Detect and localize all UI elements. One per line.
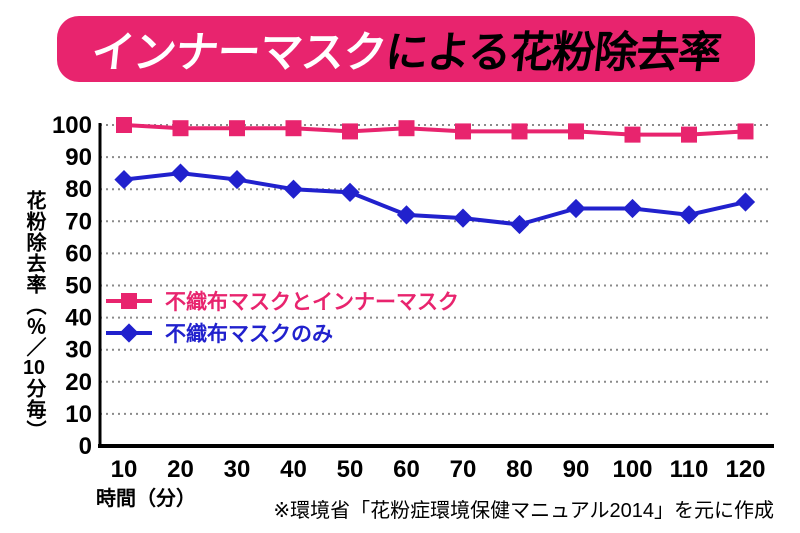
x-axis-title: 時間（分）: [96, 488, 196, 510]
y-tick-label: 20: [65, 369, 92, 396]
data-point-0-20: [172, 120, 189, 137]
data-point-0-120: [737, 123, 754, 140]
data-point-1-80: [509, 214, 530, 235]
source-note: ※環境省「花粉症環境保健マニュアル2014」を元に作成: [273, 500, 774, 522]
y-axis-title-part3: 分毎）: [23, 378, 45, 441]
page-title-highlight: インナーマスク: [88, 29, 388, 77]
page-title-rest: による花粉除去率: [382, 29, 723, 77]
x-tick-label: 50: [337, 456, 364, 483]
x-tick-label: 100: [612, 456, 652, 483]
data-point-1-70: [453, 208, 473, 228]
data-point-0-10: [116, 117, 132, 133]
data-point-0-40: [285, 120, 302, 137]
title-banner: インナーマスクによる花粉除去率: [57, 16, 755, 82]
x-tick-label: 10: [111, 456, 138, 483]
legend-marker-0: [121, 293, 137, 309]
y-tick-label: 0: [79, 433, 92, 460]
x-tick-label: 70: [450, 456, 477, 483]
x-tick-label: 80: [506, 456, 533, 483]
page-title: インナーマスクによる花粉除去率: [88, 18, 723, 80]
data-point-0-60: [398, 120, 415, 137]
x-tick-label: 120: [725, 456, 765, 483]
legend-marker-1: [119, 323, 139, 343]
y-tick-label: 10: [65, 401, 92, 428]
y-tick-label: 50: [65, 273, 92, 300]
data-point-1-40: [283, 179, 304, 199]
y-tick-label: 100: [52, 112, 92, 139]
data-point-1-90: [566, 198, 586, 219]
x-tick-label: 60: [393, 456, 420, 483]
x-tick-label: 110: [670, 456, 709, 483]
data-point-0-110: [681, 126, 697, 143]
data-point-1-20: [170, 163, 191, 183]
y-tick-label: 30: [65, 337, 92, 364]
data-point-0-100: [624, 126, 641, 143]
y-tick-label: 40: [65, 305, 92, 332]
y-tick-label: 80: [65, 176, 92, 203]
data-point-1-50: [340, 182, 360, 203]
x-tick-label: 30: [224, 456, 251, 483]
y-tick-label: 70: [65, 208, 92, 235]
data-point-1-120: [735, 192, 756, 212]
y-axis-title: 花粉除去率（％／10分毎）: [23, 190, 45, 441]
legend-label-1: 不織布マスクのみ: [165, 322, 333, 346]
x-tick-label: 90: [563, 456, 590, 483]
data-point-0-90: [568, 123, 584, 140]
series-line-1: [123, 171, 746, 227]
data-point-0-50: [342, 123, 358, 140]
y-axis-title-part2: 10: [23, 358, 45, 378]
series-line-0: [123, 123, 746, 137]
y-axis-title-part1: 花粉除去率（％／: [23, 190, 45, 358]
data-point-1-30: [227, 169, 247, 190]
data-point-0-80: [511, 123, 528, 140]
y-tick-label: 60: [65, 240, 92, 267]
data-point-1-100: [622, 198, 643, 219]
data-point-0-30: [229, 120, 245, 137]
data-point-0-70: [455, 123, 471, 140]
x-tick-label: 40: [280, 456, 307, 483]
data-point-1-10: [114, 169, 134, 190]
legend-label-0: 不織布マスクとインナーマスク: [165, 290, 459, 314]
y-tick-label: 90: [65, 144, 92, 171]
x-tick-label: 20: [167, 456, 194, 483]
